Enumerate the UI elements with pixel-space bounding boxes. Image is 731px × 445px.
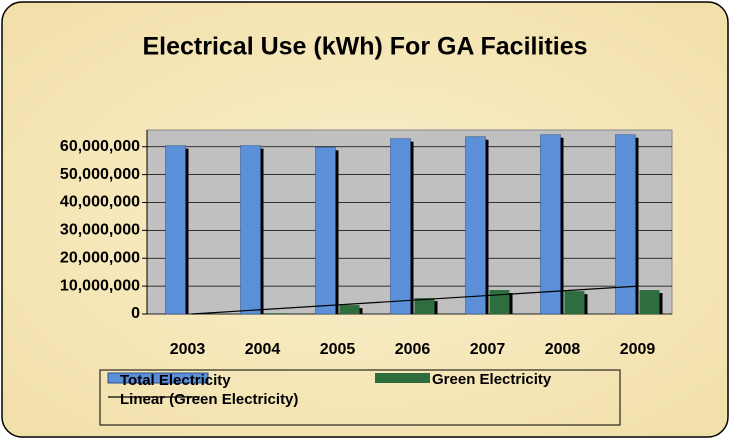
bar: [339, 305, 360, 314]
legend-label: Total Electricity: [120, 372, 231, 389]
legend-label: Green Electricity: [432, 371, 552, 388]
legend-label: Linear (Green Electricity): [120, 391, 298, 408]
x-tick-label: 2003: [170, 341, 206, 358]
bar: [240, 145, 261, 315]
bar: [564, 291, 585, 314]
y-tick-label: 60,000,000: [60, 138, 140, 155]
bar: [465, 136, 486, 315]
x-tick-label: 2004: [245, 341, 281, 358]
x-tick-label: 2006: [395, 341, 431, 358]
bar: [615, 134, 636, 315]
y-tick-label: 40,000,000: [60, 194, 140, 211]
trendline: [191, 285, 638, 315]
y-tick-label: 50,000,000: [60, 166, 140, 183]
bar: [390, 138, 411, 315]
chart-title: Electrical Use (kWh) For GA Facilities: [142, 33, 587, 61]
bar: [315, 147, 336, 315]
x-tick-label: 2008: [545, 341, 581, 358]
y-tick-label: 20,000,000: [60, 249, 140, 266]
x-tick-label: 2009: [620, 341, 656, 358]
legend-swatch: [375, 373, 430, 383]
y-tick-label: 10,000,000: [60, 277, 140, 294]
x-tick-label: 2005: [320, 341, 356, 358]
bar: [639, 290, 660, 314]
x-tick-label: 2007: [470, 341, 506, 358]
y-tick-label: 30,000,000: [60, 222, 140, 239]
bar: [489, 290, 510, 314]
bar: [165, 145, 186, 315]
legend-swatch: [107, 372, 209, 384]
bar: [540, 134, 561, 315]
legend: [99, 369, 621, 426]
y-tick-label: 0: [131, 305, 140, 322]
bar: [264, 313, 285, 314]
bar: [414, 298, 435, 314]
